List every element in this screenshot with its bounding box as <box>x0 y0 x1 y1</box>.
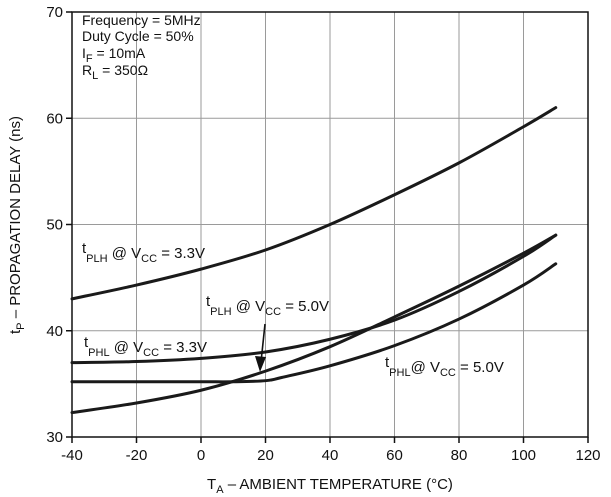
x-axis-title-sub: A <box>216 484 224 496</box>
test-conditions: Frequency = 5MHz Duty Cycle = 50% IF = 1… <box>82 12 201 82</box>
pointer-arrow <box>255 323 266 372</box>
y-axis-title-main: t <box>7 329 24 334</box>
condition-duty-cycle: Duty Cycle = 50% <box>82 28 194 44</box>
x-axis-title: TA – AMBIENT TEMPERATURE (°C) <box>207 476 453 496</box>
curve-tplh-3v3 <box>70 106 558 301</box>
condition-rl: RL = 350Ω <box>82 62 148 82</box>
axes: -40 -20 0 20 40 60 80 100 120 30 40 50 60 70 <box>46 4 600 464</box>
x-tick-label: -20 <box>126 447 148 464</box>
curve-tphl-3v3 <box>70 233 558 365</box>
x-tick-label: 0 <box>197 447 205 464</box>
y-axis-title-sub: P <box>15 322 27 329</box>
x-tick-label: 100 <box>511 447 536 464</box>
y-tick-label: 30 <box>46 429 63 446</box>
y-tick-label: 40 <box>46 323 63 340</box>
label-tplh-3v3: tPLH @ VCC = 3.3V <box>82 240 205 265</box>
curves <box>70 106 558 415</box>
x-axis-title-rest: – AMBIENT TEMPERATURE (°C) <box>224 476 453 493</box>
condition-if: IF = 10mA <box>82 45 146 65</box>
label-tphl-5v0: tPHL@ VCC = 5.0V <box>385 354 504 379</box>
x-tick-label: 80 <box>451 447 468 464</box>
label-tphl-3v3: tPHL @ VCC = 3.3V <box>84 334 207 359</box>
x-axis-title-main: T <box>207 476 216 493</box>
y-tick-label: 50 <box>46 217 63 234</box>
y-axis-title-rest: – PROPAGATION DELAY (ns) <box>7 116 24 322</box>
y-tick-label: 70 <box>46 4 63 21</box>
x-tick-label: 60 <box>386 447 403 464</box>
curve-tplh-5v0 <box>70 233 558 415</box>
x-tick-label: 20 <box>257 447 274 464</box>
label-tplh-5v0: tPLH @ VCC = 5.0V <box>206 293 329 318</box>
x-tick-label: 120 <box>575 447 600 464</box>
curve-tphl-5v0 <box>70 262 558 384</box>
y-tick-label: 60 <box>46 110 63 127</box>
condition-frequency: Frequency = 5MHz <box>82 12 201 28</box>
y-axis-title: tP – PROPAGATION DELAY (ns) <box>7 116 27 334</box>
x-tick-label: 40 <box>322 447 339 464</box>
x-tick-label: -40 <box>61 447 83 464</box>
